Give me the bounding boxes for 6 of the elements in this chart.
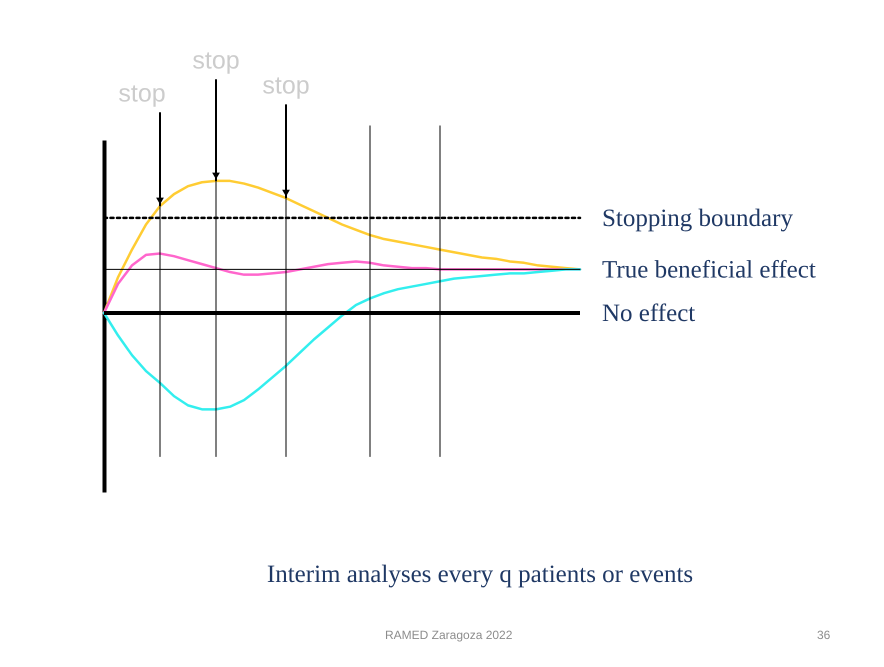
text: 36: [817, 628, 830, 642]
ref-line-label: No effect: [602, 300, 696, 327]
series-label: Stopping boundary: [602, 204, 794, 232]
text: Interim analyses every q patients or events: [266, 561, 694, 588]
series-label: True beneficial effect: [602, 256, 816, 284]
text: RAMED Zaragoza 2022: [385, 628, 512, 642]
